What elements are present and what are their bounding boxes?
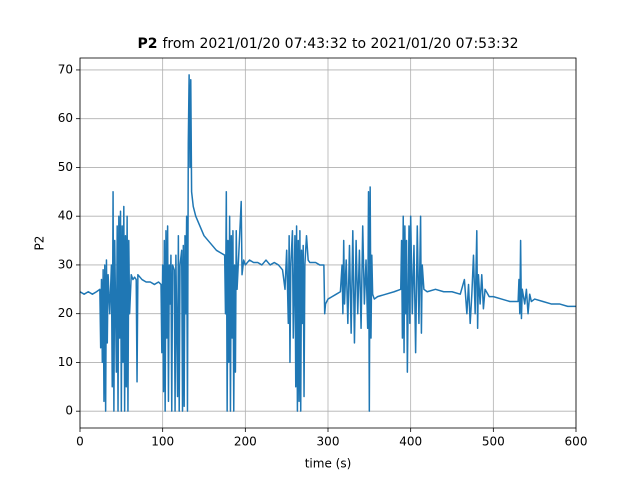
y-tick-label: 10 xyxy=(58,355,73,369)
x-tick-label: 400 xyxy=(399,435,422,449)
x-tick-label: 0 xyxy=(76,435,84,449)
y-tick-label: 40 xyxy=(58,209,73,223)
x-tick-label: 500 xyxy=(482,435,505,449)
x-tick-label: 300 xyxy=(317,435,340,449)
y-tick-label: 70 xyxy=(58,62,73,76)
x-axis-label: time (s) xyxy=(305,457,352,471)
x-tick-label: 100 xyxy=(151,435,174,449)
title-variable: P2 xyxy=(137,36,157,52)
y-tick-label: 60 xyxy=(58,111,73,125)
axes-frame xyxy=(79,57,577,429)
data-line xyxy=(79,74,576,412)
chart-title: P2 from 2021/01/20 07:43:32 to 2021/01/20… xyxy=(137,36,518,52)
x-tick-label: 200 xyxy=(234,435,257,449)
y-tick-label: 30 xyxy=(58,257,73,271)
x-tick-label: 600 xyxy=(565,435,588,449)
y-tick-label: 50 xyxy=(58,160,73,174)
y-axis-label: P2 xyxy=(33,236,47,251)
y-tick-label: 20 xyxy=(58,306,73,320)
y-tick-label: 0 xyxy=(65,404,73,418)
title-range: from 2021/01/20 07:43:32 to 2021/01/20 0… xyxy=(162,36,518,52)
